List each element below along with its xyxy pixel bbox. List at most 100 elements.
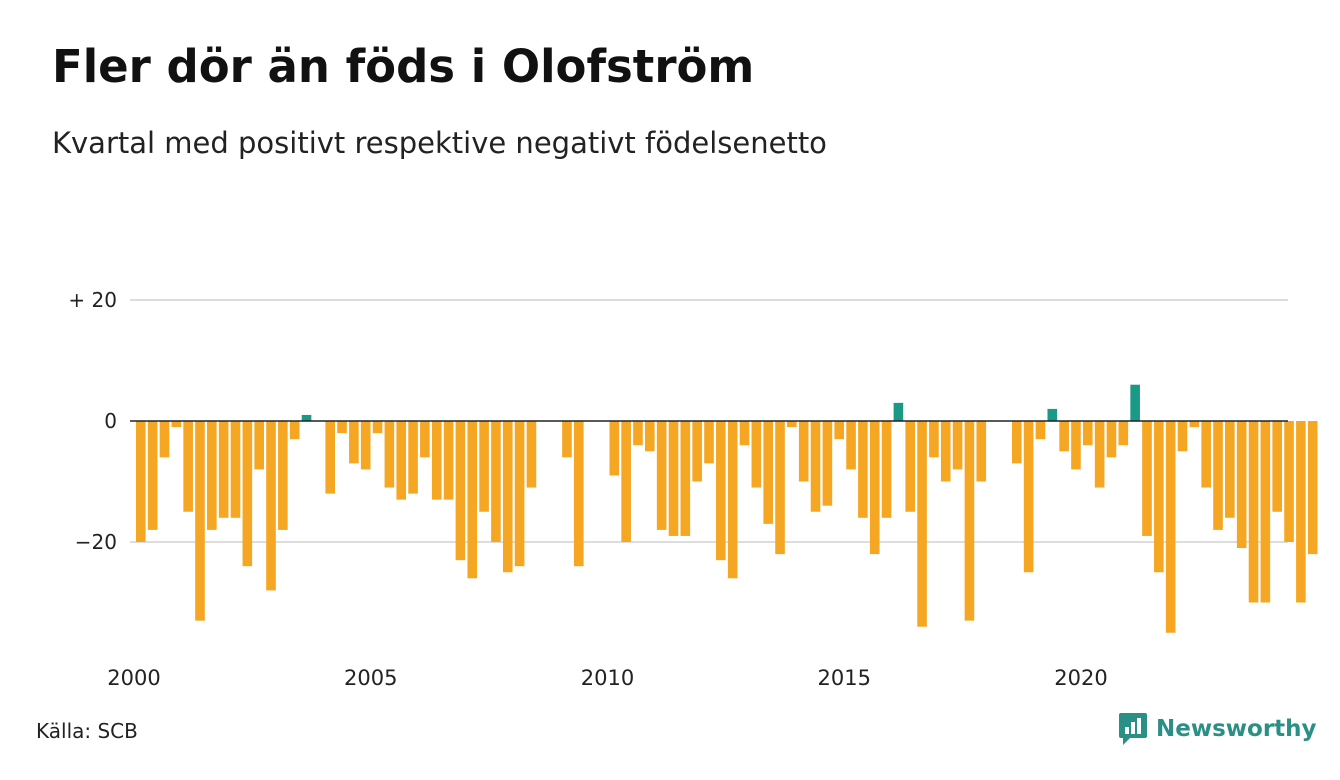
bar-negative [716, 421, 726, 561]
bar-negative [810, 421, 821, 512]
y-tick-label: −20 [75, 530, 117, 554]
bar-negative [159, 421, 170, 458]
source-note: Källa: SCB [36, 719, 138, 743]
bar-negative [372, 421, 383, 434]
bar-positive [1130, 384, 1140, 421]
bar-negative [1225, 421, 1235, 518]
bar-negative [1177, 421, 1188, 452]
bar-negative [183, 421, 193, 512]
bar-negative [1142, 421, 1152, 536]
bar-negative [952, 421, 963, 470]
bar-negative [349, 421, 359, 464]
bar-negative [1248, 421, 1259, 603]
bar-negative [325, 421, 335, 494]
bar-negative [1201, 421, 1211, 488]
bar-negative [171, 421, 182, 428]
bar-negative [1023, 421, 1034, 573]
newsworthy-logo-icon [1119, 713, 1147, 745]
bar-negative [727, 421, 738, 579]
bar-negative [254, 421, 264, 470]
bar-negative [1094, 421, 1105, 488]
bar-negative [1083, 421, 1093, 446]
bar-negative [1035, 421, 1046, 440]
bar-negative [1011, 421, 1022, 464]
bar-negative [846, 421, 856, 470]
bar-negative [408, 421, 418, 494]
bar-positive [893, 402, 904, 421]
bar-negative [384, 421, 395, 488]
x-tick-label: 2020 [1054, 666, 1107, 690]
x-axis-tick-labels: 2000 2005 2010 2015 2020 [107, 666, 1107, 690]
bar-negative [502, 421, 513, 573]
bar-negative [136, 421, 146, 542]
bar-positive [1047, 408, 1058, 421]
bar-negative [905, 421, 916, 512]
bar-negative [1189, 421, 1200, 428]
bar-negative [692, 421, 702, 482]
bar-negative [526, 421, 537, 488]
gridlines [130, 299, 1288, 543]
bar-negative [680, 421, 691, 536]
x-tick-label: 2005 [344, 666, 397, 690]
bar-negative [668, 421, 679, 536]
bar-negative [479, 421, 489, 512]
bar-negative [1307, 421, 1318, 555]
bar-negative [396, 421, 407, 500]
bar-negative [443, 421, 454, 500]
y-tick-label: + 20 [68, 288, 117, 312]
bar-negative [964, 421, 975, 621]
bar-negative [207, 421, 217, 530]
y-axis-tick-labels: + 20 0 −20 [68, 288, 117, 554]
bar-negative [1260, 421, 1271, 603]
chart-title: Fler dör än föds i Olofström [52, 40, 755, 93]
bar-negative [1272, 421, 1282, 512]
bar-negative [976, 421, 987, 482]
brand-logo: Newsworthy [1118, 712, 1317, 746]
bar-negative [1154, 421, 1164, 573]
bar-negative [798, 421, 809, 482]
bar-negative [266, 421, 276, 591]
bar-negative [278, 421, 288, 530]
bar-negative [1165, 421, 1176, 633]
bar-negative [739, 421, 750, 446]
bar-positive [301, 414, 312, 421]
bar-negative [360, 421, 371, 470]
bar-negative [230, 421, 241, 518]
bar-negative [656, 421, 667, 530]
bar-negative [1071, 421, 1081, 470]
chart-subtitle: Kvartal med positivt respektive negativt… [52, 126, 827, 160]
bar-negative [514, 421, 525, 567]
bar-negative [455, 421, 466, 561]
bar-negative [1236, 421, 1247, 549]
bar-negative [834, 421, 845, 440]
bar-negative [822, 421, 833, 506]
bar-negative [467, 421, 478, 579]
bar-negative [763, 421, 773, 524]
bar-negative [645, 421, 655, 452]
bar-negative [242, 421, 253, 567]
bar-negative [195, 421, 205, 621]
bar-negative [609, 421, 620, 476]
bar-negative [787, 421, 797, 428]
bars [136, 384, 1318, 633]
bar-negative [940, 421, 951, 482]
bar-negative [1296, 421, 1306, 603]
bar-negative [917, 421, 927, 627]
bar-negative [633, 421, 643, 446]
bar-negative [775, 421, 785, 555]
x-tick-label: 2000 [107, 666, 160, 690]
bar-negative [1284, 421, 1294, 542]
bar-negative [147, 421, 158, 530]
bar-negative [573, 421, 584, 567]
bar-negative [1059, 421, 1069, 452]
bar-negative [751, 421, 762, 488]
bar-negative [337, 421, 347, 434]
bar-negative [1118, 421, 1129, 446]
bar-negative [704, 421, 714, 464]
bar-negative [218, 421, 229, 518]
bar-negative [431, 421, 442, 500]
bar-negative [491, 421, 501, 542]
brand-name: Newsworthy [1156, 716, 1317, 742]
bar-negative [929, 421, 939, 458]
